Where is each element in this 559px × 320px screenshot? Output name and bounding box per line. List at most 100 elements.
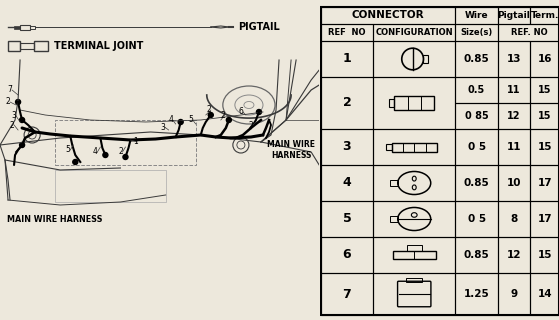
Text: 0.85: 0.85 <box>464 54 490 64</box>
Bar <box>456 165 498 201</box>
Text: CONFIGURATION: CONFIGURATION <box>376 28 453 37</box>
Bar <box>34 41 48 51</box>
Text: 1.25: 1.25 <box>464 289 490 299</box>
Text: Pigtail: Pigtail <box>498 11 530 20</box>
Circle shape <box>209 113 214 117</box>
Text: 3: 3 <box>343 140 351 154</box>
Bar <box>407 245 421 251</box>
Bar <box>530 273 559 315</box>
Bar <box>373 237 456 273</box>
Bar <box>8 41 20 51</box>
Text: 15: 15 <box>538 250 552 260</box>
Bar <box>373 24 456 41</box>
Text: 0 5: 0 5 <box>467 142 486 152</box>
Bar <box>456 103 498 129</box>
Bar <box>321 273 373 315</box>
Text: 16: 16 <box>538 54 552 64</box>
Bar <box>456 273 498 315</box>
Text: 7: 7 <box>8 85 12 94</box>
Text: 17: 17 <box>538 214 552 224</box>
Text: 15: 15 <box>538 142 552 152</box>
Text: TERMINAL JOINT: TERMINAL JOINT <box>54 41 144 51</box>
Text: PIGTAIL: PIGTAIL <box>238 22 280 32</box>
Text: 0.5: 0.5 <box>468 85 485 95</box>
Bar <box>14 26 20 28</box>
Bar <box>530 129 559 165</box>
Bar <box>530 41 559 77</box>
Text: Term.: Term. <box>530 11 559 20</box>
Text: 6: 6 <box>239 108 243 116</box>
Bar <box>321 165 373 201</box>
Bar <box>373 165 456 201</box>
Bar <box>498 165 530 201</box>
Bar <box>391 142 437 151</box>
Bar <box>530 201 559 237</box>
Bar <box>456 41 498 77</box>
Text: 14: 14 <box>538 289 552 299</box>
Bar <box>373 273 456 315</box>
Bar <box>530 7 559 24</box>
Bar <box>456 237 498 273</box>
Text: MAIN WIRE
HARNESS: MAIN WIRE HARNESS <box>267 140 315 160</box>
Bar <box>373 41 456 77</box>
Text: REF  NO: REF NO <box>328 28 366 37</box>
Text: 0 5: 0 5 <box>467 214 486 224</box>
Bar <box>498 129 530 165</box>
Circle shape <box>20 142 25 148</box>
Bar <box>530 77 559 103</box>
Bar <box>321 77 373 129</box>
Text: 4: 4 <box>343 177 351 189</box>
Text: 0.85: 0.85 <box>464 178 490 188</box>
Text: 8: 8 <box>510 214 518 224</box>
Text: 5: 5 <box>66 146 70 155</box>
Text: Size(s): Size(s) <box>461 28 492 37</box>
Bar <box>530 165 559 201</box>
Bar <box>390 180 398 186</box>
Bar <box>321 41 373 77</box>
Text: 1: 1 <box>133 138 138 147</box>
Circle shape <box>103 153 108 157</box>
Bar <box>393 251 435 259</box>
Text: 2: 2 <box>249 121 253 130</box>
Bar <box>530 103 559 129</box>
Bar <box>373 77 456 129</box>
Text: 2: 2 <box>206 106 211 115</box>
Bar <box>498 103 530 129</box>
Bar <box>321 237 373 273</box>
Bar <box>55 170 165 202</box>
Text: 7: 7 <box>343 287 351 300</box>
Bar <box>456 7 498 24</box>
Text: 15: 15 <box>538 85 552 95</box>
Bar <box>20 43 34 49</box>
Bar <box>456 129 498 165</box>
Bar <box>456 201 498 237</box>
Bar <box>456 77 498 103</box>
Circle shape <box>73 159 78 164</box>
Bar <box>373 129 456 165</box>
Circle shape <box>123 155 128 159</box>
Text: 10: 10 <box>506 178 521 188</box>
Bar <box>389 99 395 108</box>
Bar <box>321 24 373 41</box>
Text: 15: 15 <box>538 111 552 121</box>
Text: 3: 3 <box>12 111 16 121</box>
Circle shape <box>178 119 183 124</box>
Bar <box>30 26 35 28</box>
Text: 5: 5 <box>188 116 193 124</box>
Bar <box>406 277 422 282</box>
Bar <box>498 77 530 103</box>
Text: 17: 17 <box>538 178 552 188</box>
Text: 12: 12 <box>506 250 521 260</box>
Bar <box>321 201 373 237</box>
Bar <box>498 237 530 273</box>
Text: 6: 6 <box>343 249 351 261</box>
Text: 12: 12 <box>507 111 520 121</box>
Bar <box>20 25 30 29</box>
Bar <box>424 55 428 63</box>
Text: 11: 11 <box>507 85 520 95</box>
Text: REF. NO: REF. NO <box>510 28 547 37</box>
Text: 11: 11 <box>506 142 521 152</box>
Bar <box>321 129 373 165</box>
Text: 2: 2 <box>220 110 225 119</box>
Text: 4: 4 <box>168 116 173 124</box>
